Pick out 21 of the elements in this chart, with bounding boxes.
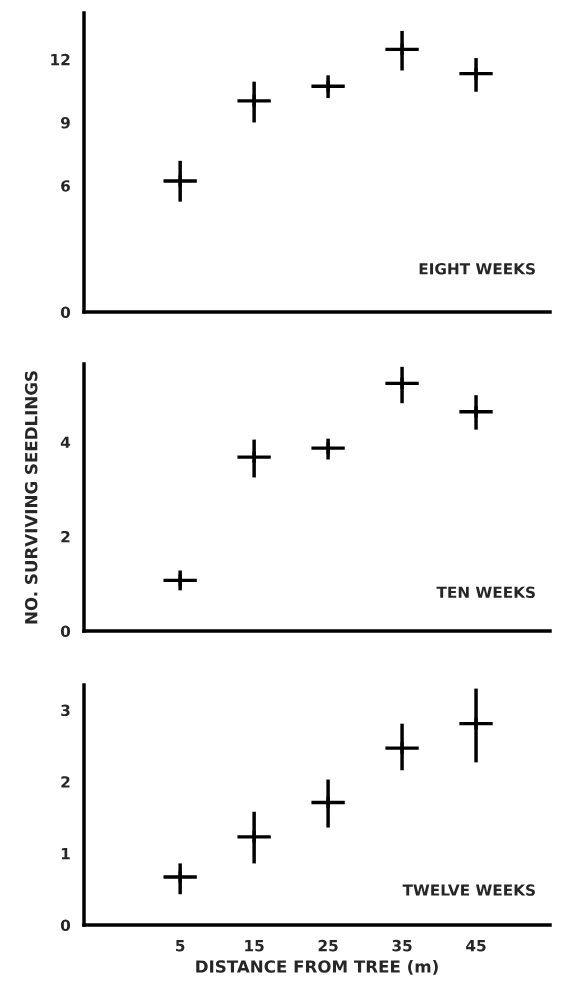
annotation: TWELVE WEEKS	[402, 884, 535, 896]
y-tick-label: 9	[60, 116, 70, 129]
y-tick-label: 2	[61, 530, 70, 543]
y-tick-label: 4	[60, 436, 71, 448]
x-axis-title: DISTANCE FROM TREE (m)	[196, 959, 438, 975]
x-tick-label: 45	[466, 940, 486, 952]
annotation: EIGHT WEEKS	[419, 263, 535, 275]
x-tick-label: 5	[176, 940, 185, 952]
x-tick-label: 15	[245, 940, 264, 952]
y-tick-label: 3	[61, 704, 70, 717]
y-tick-label: 1	[61, 848, 70, 860]
x-tick-label: 35	[392, 939, 412, 952]
x-tick-label: 25	[318, 939, 338, 952]
y-tick-label: 6	[61, 180, 70, 192]
annotation: TEN WEEKS	[436, 586, 535, 599]
y-axis-title: NO. SURVIVING SEEDLINGS	[24, 371, 38, 624]
y-tick-label: 0	[60, 306, 71, 319]
y-tick-label: 12	[51, 53, 70, 66]
y-tick-label: 2	[61, 776, 70, 788]
y-tick-label: 0	[60, 919, 71, 932]
y-tick-label: 0	[60, 625, 71, 638]
